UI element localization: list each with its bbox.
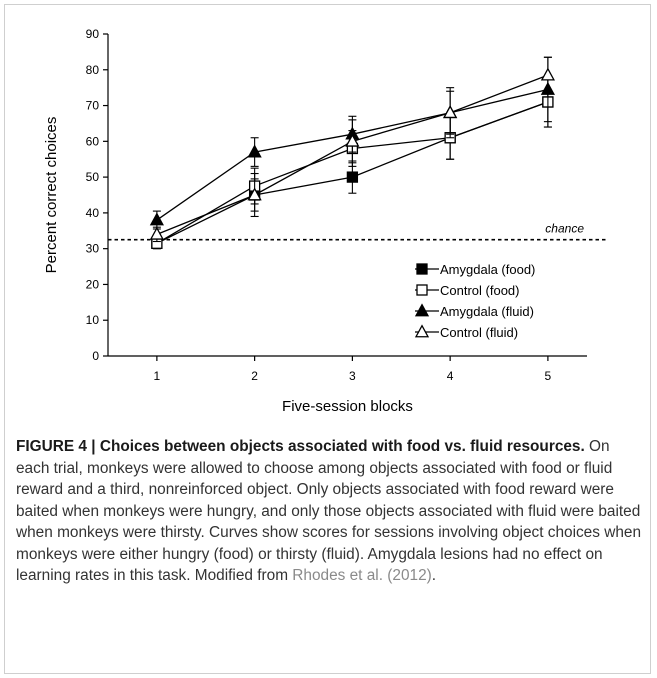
x-axis-label: Five-session blocks	[282, 398, 413, 415]
data-point	[346, 171, 359, 183]
line-chart: 0 10 20 30 40 50 60 70 80 90 1 2 3 4 5 Five-session blo…	[43, 27, 606, 415]
figure-frame	[4, 4, 651, 674]
legend: Amygdala (food) Control (food) Amygdala (f…	[414, 262, 535, 340]
caption-end: .	[431, 567, 437, 584]
y-tick-label: 50	[86, 170, 100, 184]
y-tick-label: 40	[86, 206, 100, 220]
legend-marker	[414, 303, 430, 317]
data-point	[149, 226, 164, 240]
y-tick-label: 30	[86, 242, 100, 256]
figure-caption: FIGURE 4 | Choices between objects assoc…	[16, 436, 646, 587]
chance-label: chance	[545, 222, 584, 236]
data-point	[149, 212, 164, 226]
legend-label: Control (fluid)	[440, 325, 518, 340]
data-point	[540, 67, 555, 81]
legend-marker	[414, 324, 430, 338]
data-point	[247, 187, 262, 201]
caption-reference-link[interactable]: Rhodes et al. (2012)	[292, 567, 432, 584]
legend-label: Amygdala (fluid)	[440, 304, 534, 319]
legend-marker	[416, 263, 428, 275]
caption-body: On each trial, monkeys were allowed to c…	[16, 438, 642, 584]
legend-label: Control (food)	[440, 283, 519, 298]
series-3	[149, 56, 555, 243]
y-tick-label: 10	[86, 313, 100, 327]
data-point	[247, 144, 262, 158]
x-tick-label: 4	[447, 369, 454, 383]
y-tick-label: 90	[86, 27, 100, 41]
y-tick-label: 0	[92, 349, 99, 363]
x-tick-label: 2	[251, 369, 258, 383]
y-tick-label: 70	[86, 99, 100, 113]
y-tick-label: 60	[86, 134, 100, 148]
y-tick-label: 80	[86, 63, 100, 77]
caption-title: FIGURE 4 | Choices between objects assoc…	[16, 438, 585, 455]
legend-marker	[416, 284, 428, 296]
data-point	[345, 133, 360, 147]
x-tick-label: 1	[154, 369, 161, 383]
x-tick-label: 3	[349, 369, 356, 383]
data-point	[443, 105, 458, 119]
legend-label: Amygdala (food)	[440, 262, 535, 277]
y-tick-label: 20	[86, 277, 100, 291]
x-tick-label: 5	[545, 369, 552, 383]
y-axis-label: Percent correct choices	[43, 117, 60, 274]
